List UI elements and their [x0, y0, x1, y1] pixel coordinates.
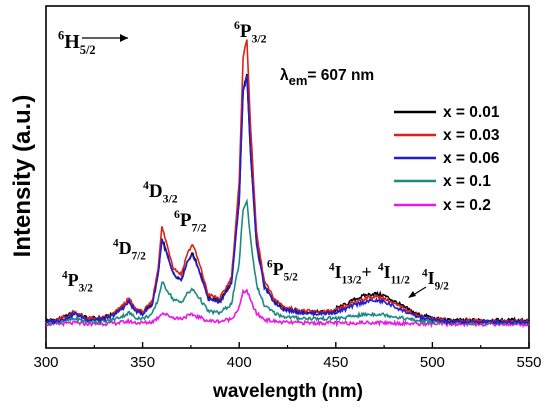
transition-label: 4I13/2+: [329, 261, 372, 286]
x-tick-label: 550: [516, 354, 541, 371]
x-tick-label: 350: [130, 354, 155, 371]
transition-label: 4D3/2: [143, 179, 178, 206]
excitation-wavelength-label: λem= 607 nm: [280, 67, 374, 88]
pointer-head: [408, 291, 416, 298]
arrow-head: [120, 34, 128, 42]
legend-label: x = 0.01: [443, 104, 500, 121]
transition-label: 6P5/2: [267, 258, 298, 283]
legend: x = 0.01 x = 0.03 x = 0.06 x = 0.1 x = 0.2: [394, 104, 500, 214]
x-tick-label: 300: [33, 354, 58, 371]
transition-label: 4P3/2: [62, 269, 93, 294]
x-tick-label: 500: [420, 354, 445, 371]
transition-label: 4I9/2: [422, 267, 449, 292]
y-axis-title: Intensity (a.u.): [9, 95, 36, 258]
transition-label: 4D7/2: [113, 237, 146, 262]
legend-label: x = 0.2: [443, 197, 491, 214]
x-axis: 300 350 400 450 500 550: [33, 342, 542, 371]
transition-label: 6P3/2: [234, 19, 267, 46]
series-line: [45, 198, 530, 327]
x-tick-label: 450: [323, 354, 348, 371]
legend-label: x = 0.1: [443, 173, 491, 190]
transition-label: 6P7/2: [174, 208, 207, 235]
transition-label: 6H5/2: [58, 29, 96, 57]
series-line: [45, 75, 530, 326]
legend-label: x = 0.03: [443, 127, 500, 144]
legend-label: x = 0.06: [443, 150, 500, 167]
transition-label: 4I11/2: [378, 261, 410, 286]
series-layer: [45, 39, 530, 329]
x-tick-label: 400: [227, 354, 252, 371]
x-axis-title: wavelength (nm): [212, 381, 363, 402]
